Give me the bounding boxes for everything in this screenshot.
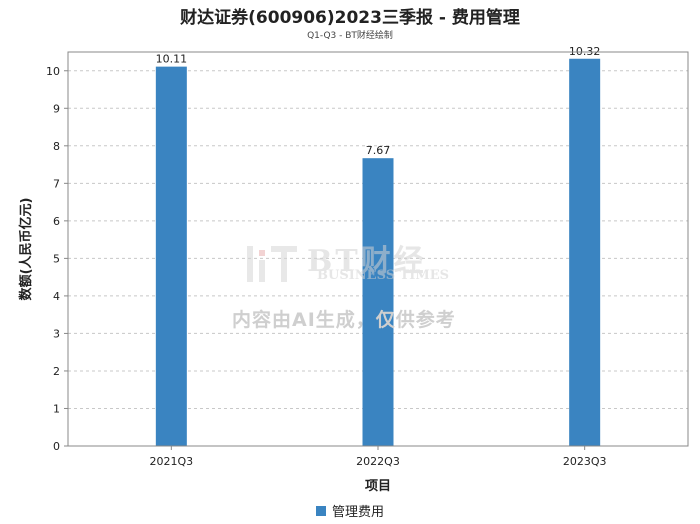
y-tick-label: 6 [53, 215, 60, 228]
watermark-brand: BT财经 [307, 244, 427, 279]
chart-subtitle: Q1-Q3 - BT财经绘制 [307, 31, 393, 41]
y-tick-label: 5 [53, 252, 60, 265]
legend-swatch [315, 505, 326, 516]
bt-logo-icon [247, 246, 297, 282]
y-tick-label: 0 [53, 440, 60, 453]
legend-label: 管理费用 [331, 505, 384, 520]
y-tick-label: 4 [53, 290, 60, 303]
x-tick-label: 2023Q3 [563, 455, 607, 468]
y-tick-label: 7 [53, 177, 60, 190]
data-label: 10.32 [569, 45, 601, 58]
x-axis-label: 项目 [365, 479, 391, 494]
watermark-logo: BT财经 BUSINESS TIMES [245, 240, 460, 292]
bar [569, 58, 601, 447]
y-tick-label: 2 [53, 365, 60, 378]
data-labels: 10.11 7.67 10.32 [156, 45, 601, 157]
watermark-notice: 内容由AI生成，仅供参考 [232, 309, 456, 331]
y-tick-label: 9 [53, 102, 60, 115]
y-axis-ticks: 0 1 2 3 4 5 6 7 8 9 10 [46, 65, 68, 453]
data-label: 7.67 [366, 144, 391, 157]
y-tick-label: 10 [46, 65, 60, 78]
data-label: 10.11 [156, 53, 188, 66]
plot-frame [67, 51, 689, 447]
x-tick-label: 2022Q3 [356, 455, 400, 468]
y-axis-label: 数额(人民币亿元) [18, 198, 34, 301]
y-tick-label: 8 [53, 140, 60, 153]
bars [155, 58, 601, 447]
bar [155, 66, 187, 447]
y-tick-label: 3 [53, 327, 60, 340]
x-axis-ticks: 2021Q3 2022Q3 2023Q3 [150, 446, 607, 468]
chart-title: 财达证券(600906)2023三季报 - 费用管理 [180, 8, 520, 28]
watermark-brand-en: BUSINESS TIMES [317, 268, 450, 283]
x-tick-label: 2021Q3 [150, 455, 194, 468]
bar [362, 158, 394, 446]
legend: 管理费用 [0, 501, 700, 520]
y-tick-label: 1 [53, 402, 60, 415]
